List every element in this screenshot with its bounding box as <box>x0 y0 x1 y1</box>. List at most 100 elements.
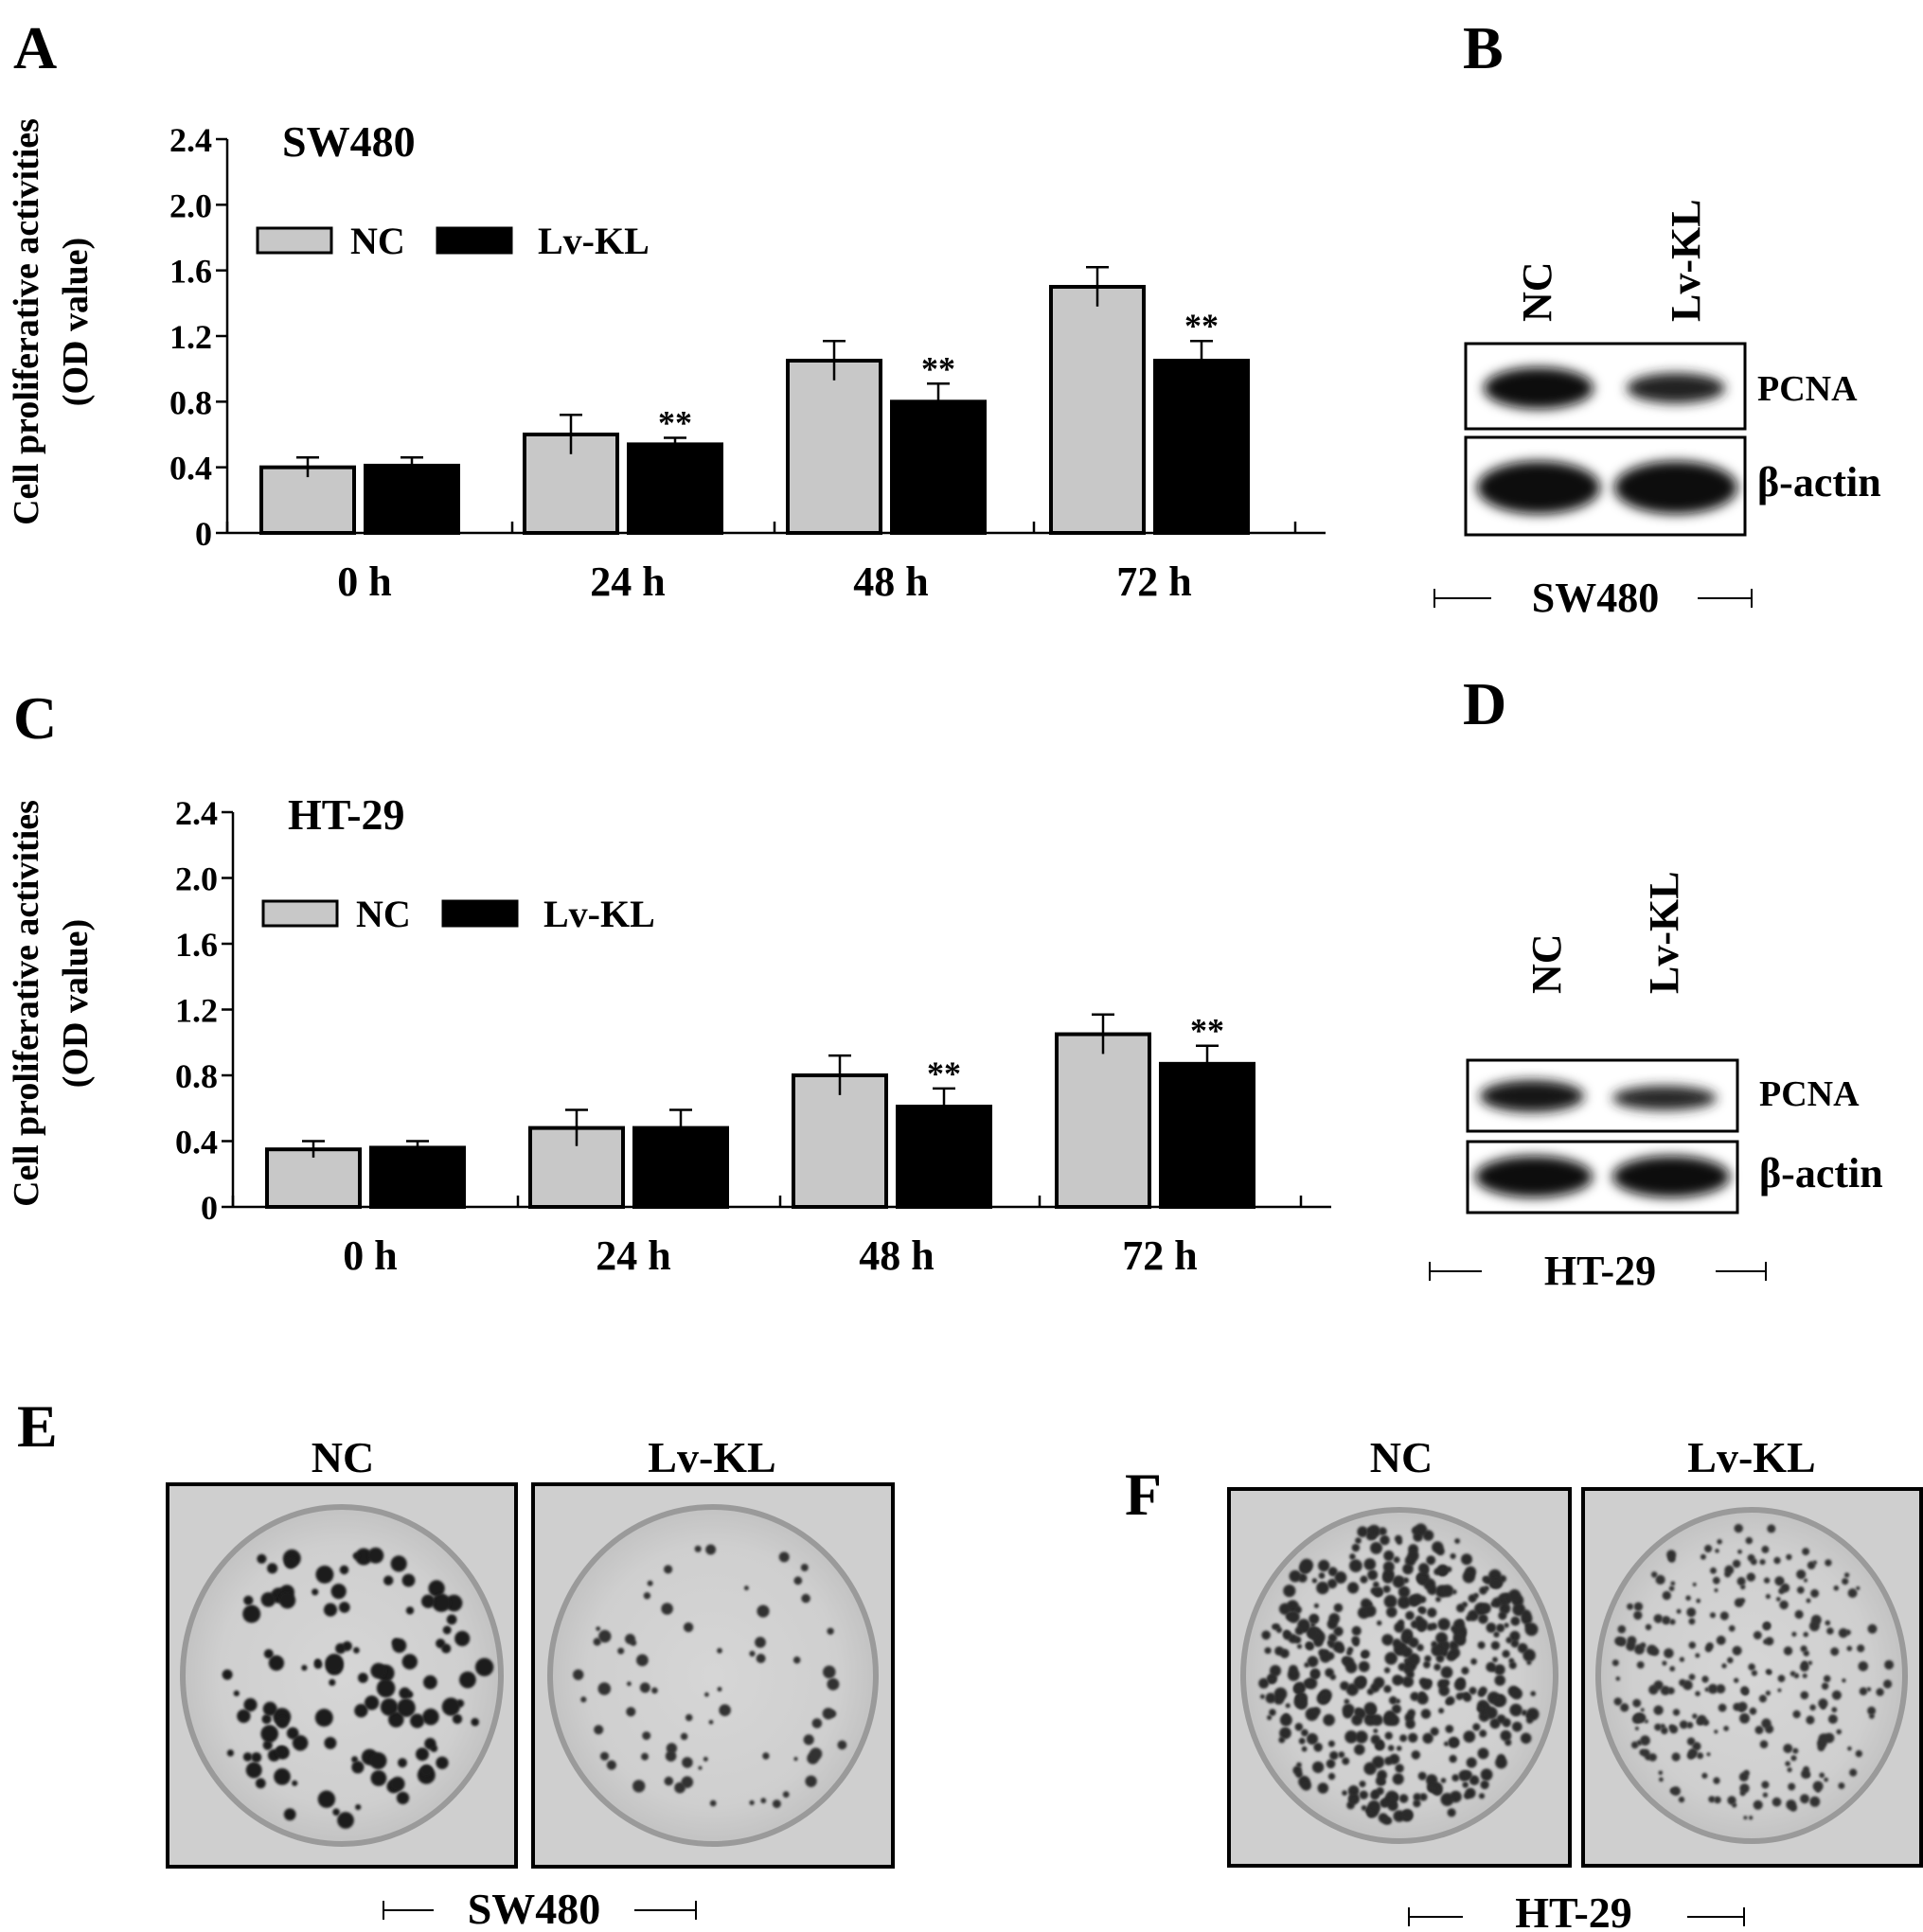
colony-dot <box>1818 1733 1829 1745</box>
chart-a-bar <box>364 463 460 535</box>
chart-c-category-label: 0 h <box>343 1232 397 1279</box>
colony-dot <box>301 1664 308 1671</box>
colony-dot <box>1716 1684 1726 1694</box>
colony-dot <box>1807 1660 1813 1666</box>
colony-dot <box>1504 1622 1509 1628</box>
chart-a-legend-swatch <box>436 226 513 255</box>
colony-dot <box>1786 1553 1792 1561</box>
colony-dot <box>1645 1623 1652 1631</box>
colony-dot <box>338 1602 350 1613</box>
colony-dot <box>1305 1641 1313 1650</box>
colony-dot <box>1461 1553 1472 1566</box>
colony-dot <box>276 1716 289 1728</box>
colony-dot <box>317 1790 336 1808</box>
colony-dot <box>1387 1745 1395 1751</box>
colony-dot <box>594 1725 604 1735</box>
chart-c-category-label: 24 h <box>596 1232 670 1279</box>
colony-dot <box>1410 1692 1420 1702</box>
colony-dot <box>1407 1594 1420 1607</box>
colony-dot <box>1648 1684 1659 1695</box>
colony-dot <box>1297 1693 1305 1700</box>
colony-dot <box>1424 1655 1432 1663</box>
colony-dot <box>1279 1727 1291 1740</box>
colony-dot <box>1381 1634 1394 1646</box>
colony-dot <box>1405 1719 1416 1729</box>
colony-dot <box>698 1765 703 1770</box>
colony-dot <box>626 1707 636 1717</box>
colony-dot <box>1354 1744 1365 1756</box>
colony-dot <box>1300 1558 1313 1572</box>
colony-dot <box>330 1584 347 1600</box>
colony-dot <box>1430 1727 1439 1736</box>
colony-dot <box>749 1799 755 1806</box>
colony-dot <box>643 1592 651 1600</box>
colony-dot <box>1843 1572 1850 1578</box>
colony-dot <box>1737 1549 1742 1554</box>
colony-dot <box>1327 1772 1336 1781</box>
colony-dot <box>1462 1570 1476 1584</box>
colony-dot <box>1685 1595 1691 1601</box>
colony-dot <box>226 1749 234 1757</box>
colony-dot <box>1785 1761 1790 1766</box>
colony-dot <box>325 1654 344 1673</box>
colony-dot <box>1650 1571 1658 1578</box>
colony-dot <box>1660 1724 1665 1729</box>
blot-d: NC Lv-KL PCNA β-actin HT-29 <box>1429 871 1883 1294</box>
colony-dot <box>1667 1687 1675 1694</box>
colony-dot <box>1669 1666 1676 1672</box>
colony-dot <box>1754 1726 1764 1735</box>
colony-dot <box>416 1747 429 1762</box>
colony-dot <box>392 1638 407 1654</box>
colony-dot <box>1383 1594 1398 1608</box>
colony-dot <box>261 1714 272 1725</box>
colony-dot <box>1732 1559 1741 1569</box>
colony-dot <box>1392 1575 1406 1588</box>
colony-dot <box>1816 1788 1821 1793</box>
colony-dot <box>1714 1796 1721 1804</box>
colony-dot <box>1833 1585 1840 1591</box>
colony-dot <box>1306 1732 1319 1746</box>
colony-dot <box>323 1603 338 1617</box>
chart-a-ytick-label: 1.6 <box>169 253 212 291</box>
colony-dot <box>1739 1783 1750 1794</box>
colony-dot <box>292 1735 309 1751</box>
colony-dot <box>1654 1723 1662 1731</box>
chart-a-ylabel-line2: (OD value) <box>56 238 96 406</box>
colony-dot <box>1502 1718 1511 1728</box>
colony-dot <box>1626 1640 1636 1652</box>
colony-dot <box>1662 1590 1672 1601</box>
colony-dot <box>268 1655 285 1672</box>
colony-dot <box>1287 1610 1300 1623</box>
colony-dot <box>1498 1611 1507 1621</box>
colony-e: NC Lv-KL SW480 <box>166 1433 895 1932</box>
colony-dot <box>1696 1598 1701 1604</box>
colony-dot <box>1333 1626 1344 1637</box>
colony-dot <box>1485 1706 1498 1720</box>
colony-dot <box>1697 1752 1704 1760</box>
colony-dot <box>800 1564 809 1571</box>
colony-dot <box>1405 1610 1415 1621</box>
colony-dot <box>1433 1663 1441 1671</box>
colony-dot <box>1718 1703 1727 1712</box>
colony-dot <box>1359 1790 1369 1799</box>
colony-dot <box>827 1627 834 1636</box>
colony-dot <box>1796 1569 1807 1580</box>
colony-dot <box>1451 1774 1460 1781</box>
colony-dot <box>1355 1730 1368 1744</box>
colony-dot <box>1479 1686 1487 1695</box>
colony-dot <box>1438 1685 1450 1696</box>
colony-dot <box>1753 1799 1763 1810</box>
colony-dot <box>1671 1752 1681 1762</box>
colony-dot <box>383 1575 394 1586</box>
chart-a-legend-swatch <box>256 226 333 255</box>
colony-dot <box>1480 1603 1491 1614</box>
panel-letter-e: E <box>17 1392 58 1460</box>
blot-d-actin-band-nc <box>1475 1156 1593 1197</box>
colony-dot <box>1751 1670 1758 1676</box>
chart-a-ytick-label: 2.4 <box>169 121 212 159</box>
colony-dot <box>1351 1625 1362 1636</box>
colony-dot <box>1525 1716 1534 1724</box>
colony-dot <box>1727 1796 1736 1805</box>
colony-dot <box>717 1687 722 1692</box>
colony-dot <box>1809 1704 1816 1711</box>
